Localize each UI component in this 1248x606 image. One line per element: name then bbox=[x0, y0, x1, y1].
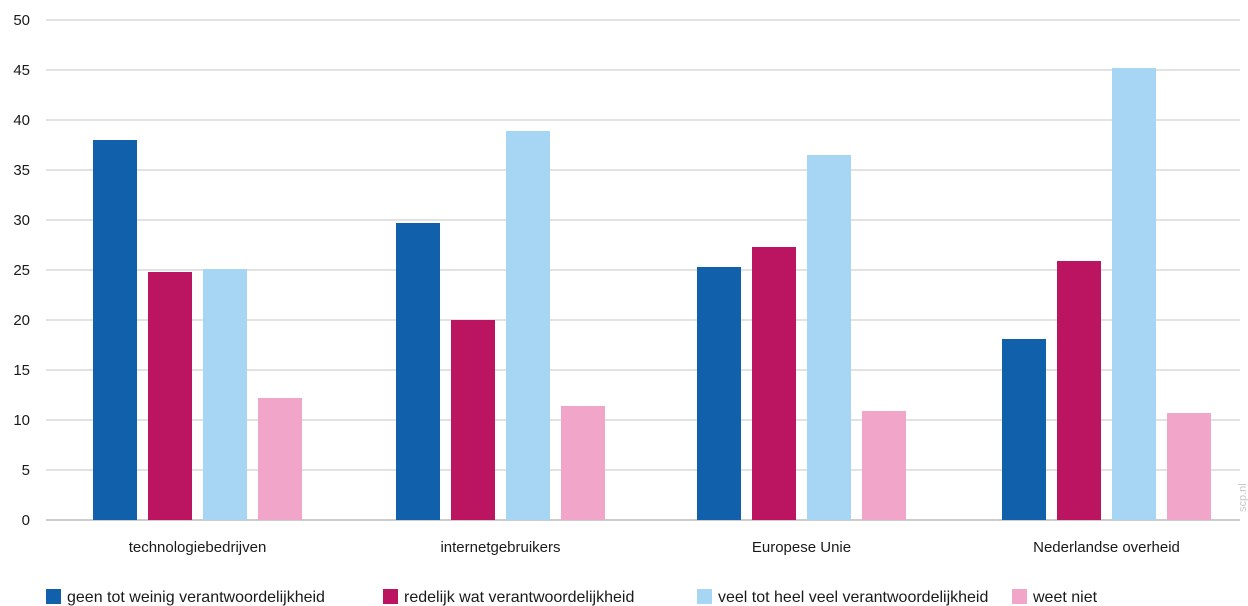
legend-label: geen tot weinig verantwoordelijkheid bbox=[67, 589, 325, 606]
bar-3-1 bbox=[203, 269, 247, 520]
y-tick-label: 0 bbox=[22, 512, 30, 529]
bar-4-4 bbox=[1167, 413, 1211, 520]
category-label: internetgebruikers bbox=[440, 539, 560, 556]
bar-4-1 bbox=[258, 398, 302, 520]
bar-4-3 bbox=[862, 411, 906, 520]
bar-3-2 bbox=[506, 131, 550, 520]
legend-label: weet niet bbox=[1032, 589, 1098, 606]
bar-2-3 bbox=[752, 247, 796, 520]
y-tick-label: 15 bbox=[13, 362, 30, 379]
watermark: scp.nl bbox=[1237, 483, 1248, 512]
legend-label: veel tot heel veel verantwoordelijkheid bbox=[718, 589, 988, 606]
y-tick-label: 5 bbox=[22, 462, 30, 479]
y-tick-label: 10 bbox=[13, 412, 30, 429]
legend-swatch bbox=[1012, 589, 1027, 604]
y-tick-label: 40 bbox=[13, 112, 30, 129]
bar-3-4 bbox=[1112, 68, 1156, 520]
x-axis-labels: technologiebedrijven internetgebruikers Eu… bbox=[129, 539, 1180, 556]
legend-swatch bbox=[383, 589, 398, 604]
category-label: Nederlandse overheid bbox=[1033, 539, 1180, 556]
legend-swatch bbox=[46, 589, 61, 604]
bars bbox=[93, 68, 1211, 520]
bar-2-2 bbox=[451, 320, 495, 520]
y-tick-label: 45 bbox=[13, 62, 30, 79]
y-tick-label: 30 bbox=[13, 212, 30, 229]
bar-1-2 bbox=[396, 223, 440, 520]
y-tick-label: 20 bbox=[13, 312, 30, 329]
y-tick-label: 35 bbox=[13, 162, 30, 179]
category-label: technologiebedrijven bbox=[129, 539, 267, 556]
y-axis-ticks: 0 5 10 15 20 25 30 35 40 45 50 bbox=[13, 12, 30, 529]
legend: geen tot weinig verantwoordelijkheid rede… bbox=[46, 589, 1098, 606]
bar-1-4 bbox=[1002, 339, 1046, 520]
bar-4-2 bbox=[561, 406, 605, 520]
bar-2-1 bbox=[148, 272, 192, 520]
legend-label: redelijk wat verantwoordelijkheid bbox=[404, 589, 634, 606]
bar-1-3 bbox=[697, 267, 741, 520]
legend-swatch bbox=[697, 589, 712, 604]
bar-3-3 bbox=[807, 155, 851, 520]
y-tick-label: 25 bbox=[13, 262, 30, 279]
bar-2-4 bbox=[1057, 261, 1101, 520]
category-label: Europese Unie bbox=[752, 539, 851, 556]
y-tick-label: 50 bbox=[13, 12, 30, 29]
bar-1-1 bbox=[93, 140, 137, 520]
